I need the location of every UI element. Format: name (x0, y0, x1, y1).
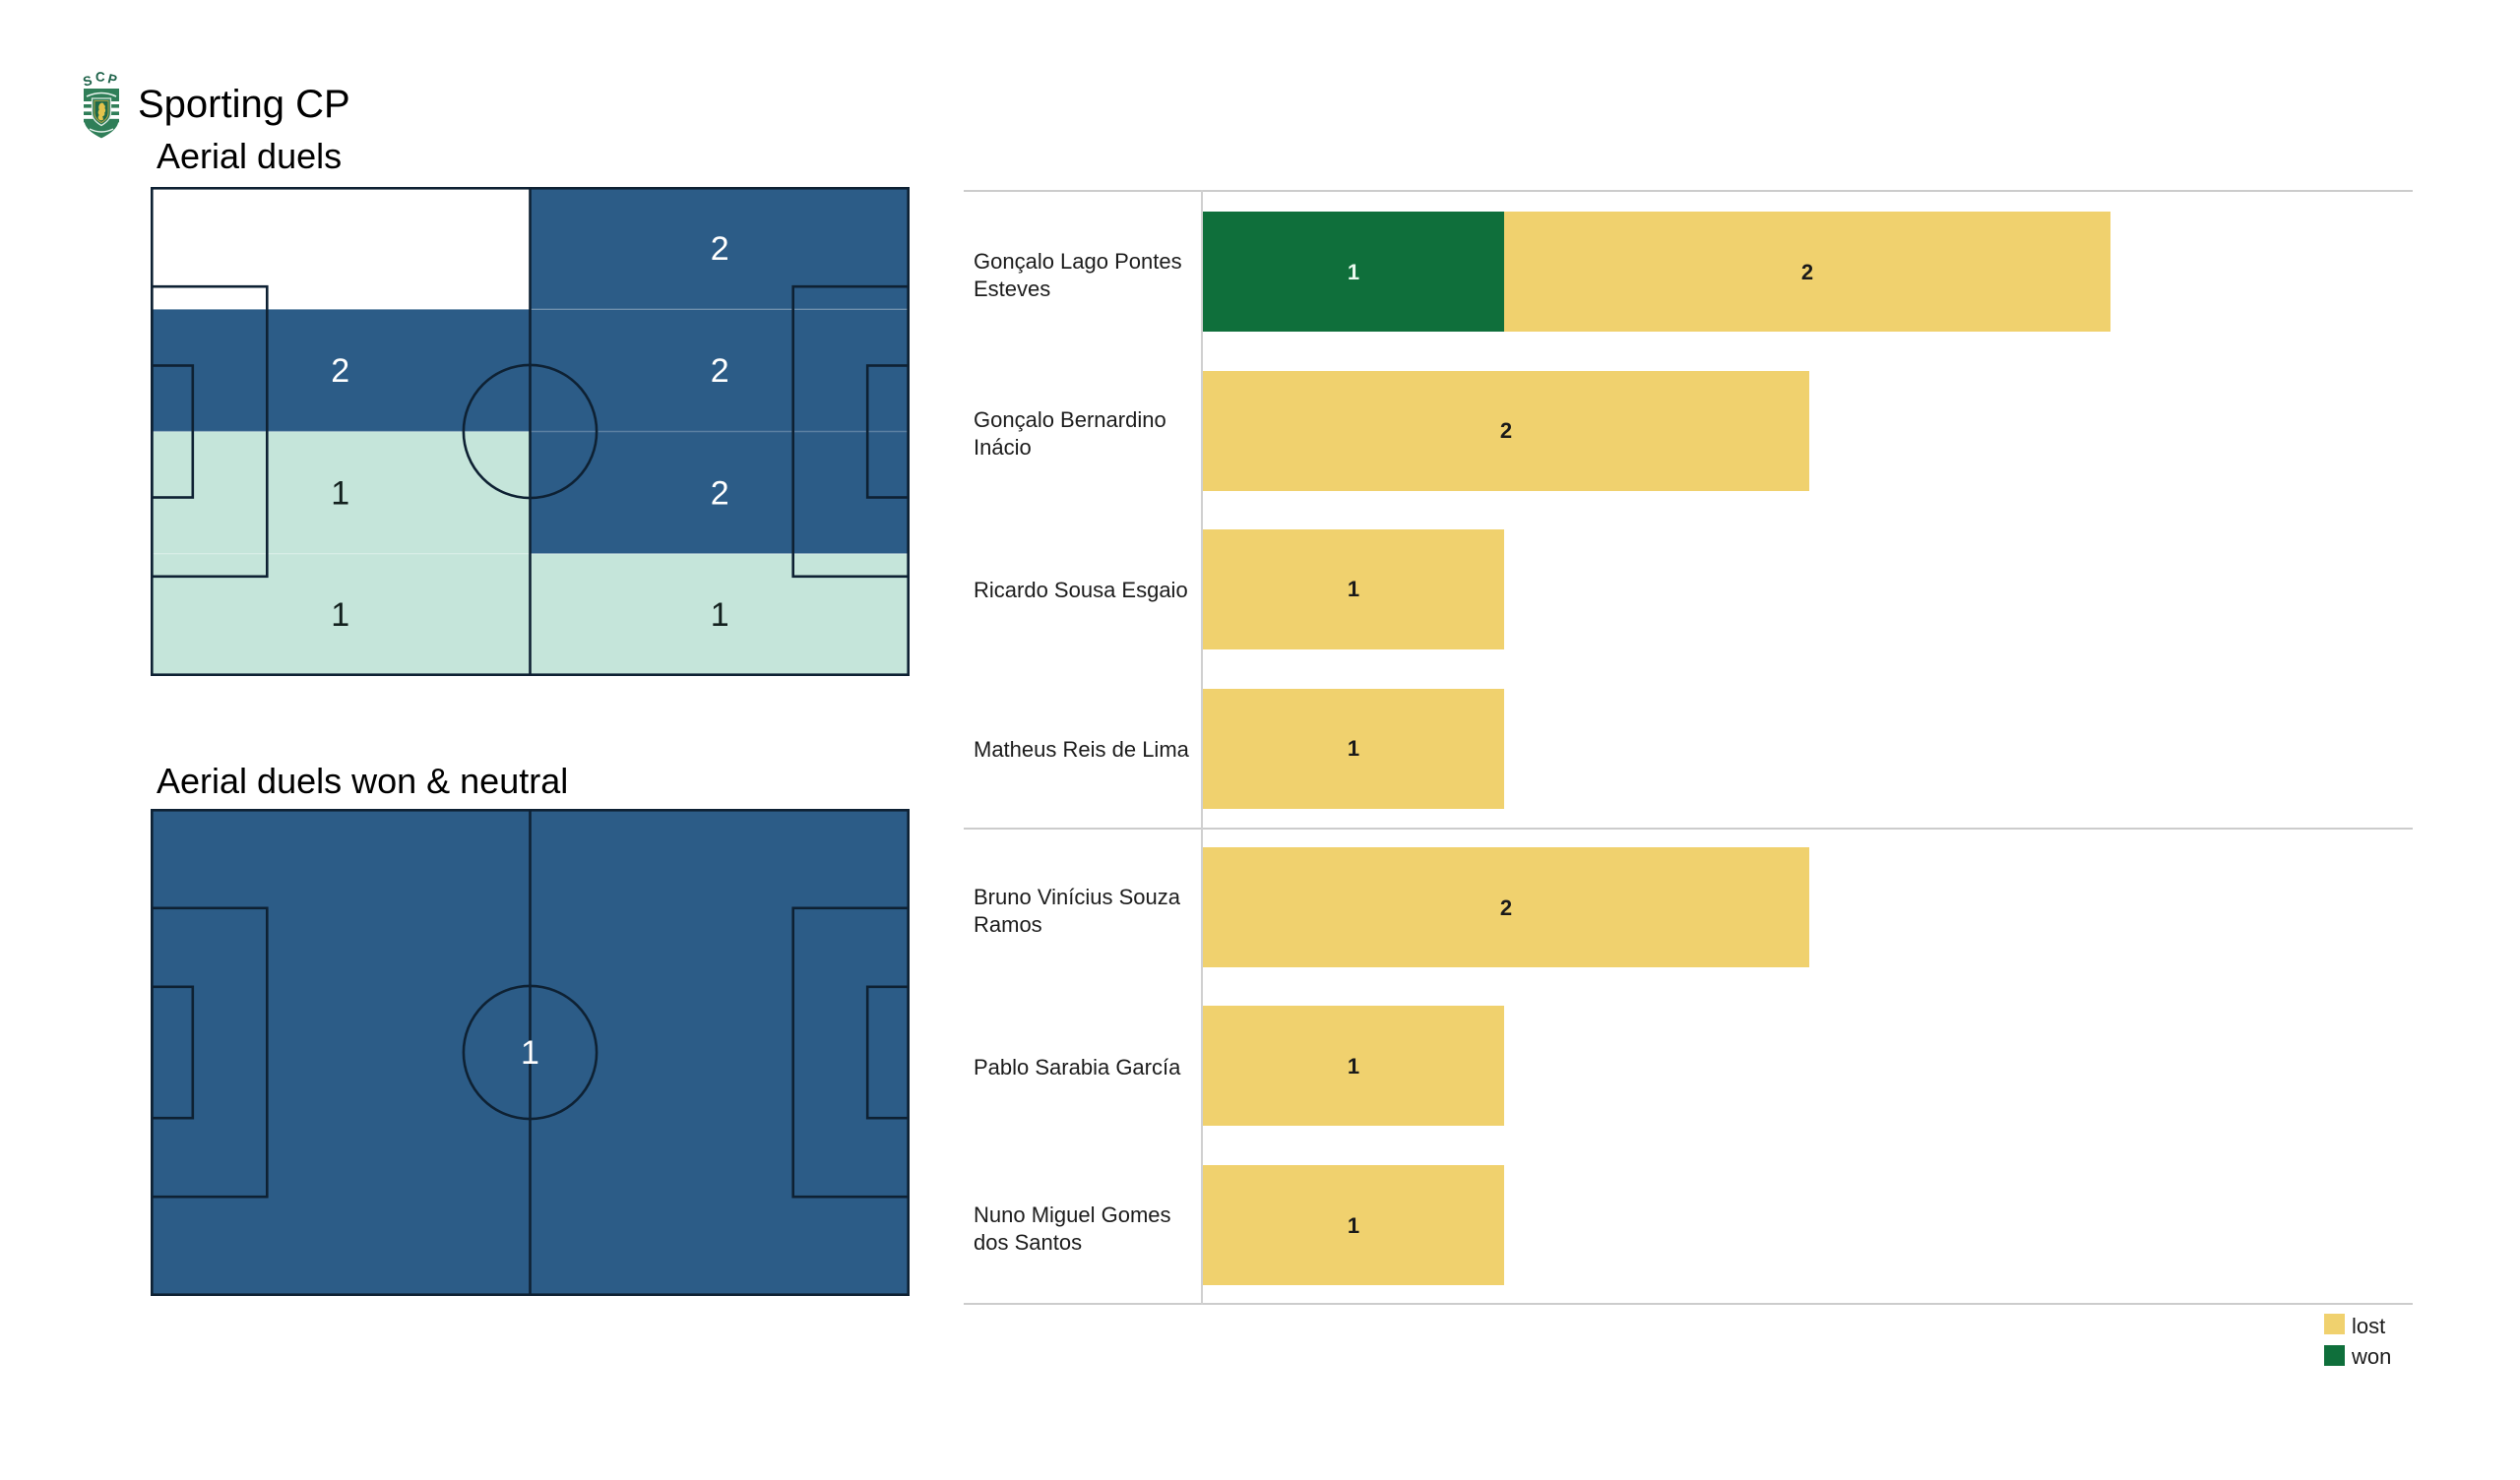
svg-text:S: S (82, 73, 94, 90)
svg-text:1: 1 (331, 474, 349, 512)
svg-text:2: 2 (711, 474, 729, 512)
svg-text:P: P (106, 71, 118, 88)
svg-text:1: 1 (711, 596, 729, 634)
svg-text:C: C (95, 69, 105, 84)
svg-text:2: 2 (711, 352, 729, 390)
svg-text:2: 2 (331, 352, 349, 390)
svg-text:1: 1 (521, 1034, 539, 1072)
svg-text:1: 1 (331, 596, 349, 634)
svg-text:2: 2 (711, 230, 729, 268)
